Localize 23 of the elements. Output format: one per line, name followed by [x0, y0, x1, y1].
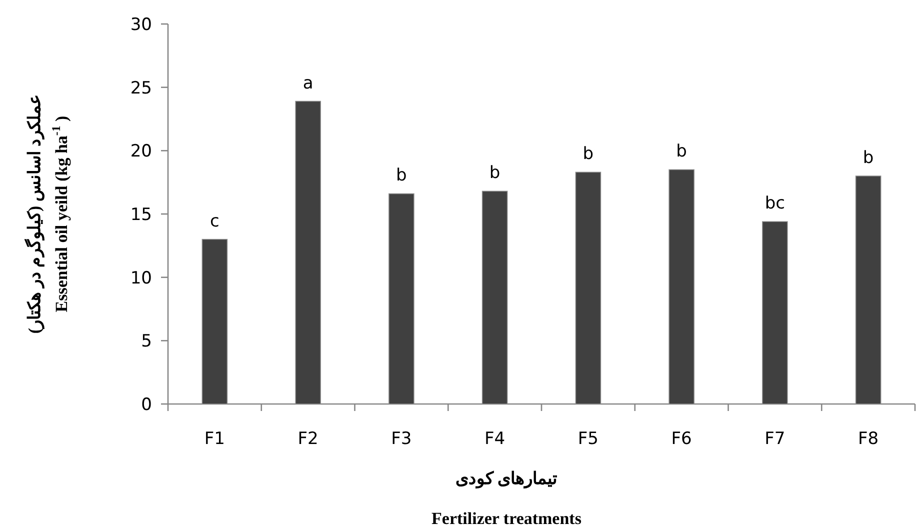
y-tick-label: 5 [141, 332, 152, 352]
x-tick-label: F6 [671, 429, 692, 449]
x-tick-label: F3 [391, 429, 412, 449]
x-tick-label: F8 [858, 429, 879, 449]
y-tick-label: 0 [141, 395, 152, 415]
annotation: c [210, 211, 220, 232]
y-tick-label: 25 [130, 78, 152, 98]
x-tick-label: F7 [764, 429, 786, 449]
y-tick-label: 15 [130, 205, 152, 225]
annotation: bc [764, 194, 786, 214]
annotation: b [676, 142, 687, 162]
x-tick-label: F1 [204, 429, 225, 449]
y-tick-label: 30 [130, 15, 152, 35]
y-tick-label: 10 [130, 268, 152, 288]
annotation: a [302, 73, 314, 94]
y-tick-label: 20 [130, 142, 152, 162]
x-tick-label: F5 [578, 429, 598, 449]
annotation: b [396, 166, 407, 186]
annotation: b [489, 163, 500, 184]
x-tick-label: F2 [298, 429, 318, 449]
x-tick-label: F4 [484, 429, 506, 449]
annotation: b [862, 148, 874, 168]
annotation: b [582, 144, 594, 164]
